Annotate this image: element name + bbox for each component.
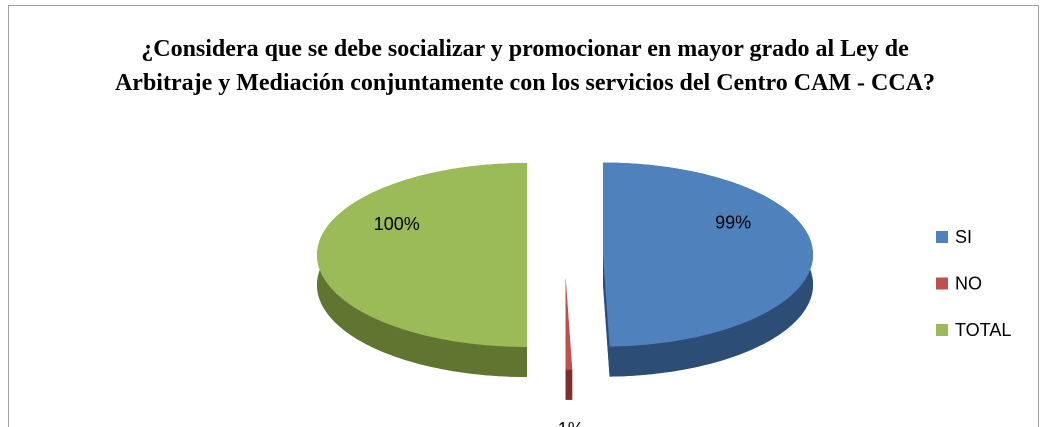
legend-swatch: [936, 231, 948, 243]
data-label: 1%: [558, 419, 584, 427]
legend-label: SI: [955, 227, 972, 247]
chart-frame: [8, 5, 1039, 427]
slice: [603, 162, 813, 377]
legend-swatch: [936, 277, 948, 290]
slice-side: [565, 369, 573, 400]
legend-label: NO: [955, 273, 982, 293]
slice-top: [565, 277, 573, 370]
slice-wall: [603, 254, 610, 377]
data-label: 99%: [715, 212, 751, 232]
slice-top: [603, 162, 813, 347]
legend-swatch: [936, 324, 948, 336]
slice: [565, 277, 573, 400]
chart-title: ¿Considera que se debe socializar y prom…: [114, 36, 936, 96]
slice: [317, 163, 527, 377]
slice-top: [317, 163, 527, 347]
legend-label: TOTAL: [955, 320, 1011, 340]
data-label: 100%: [374, 214, 420, 234]
